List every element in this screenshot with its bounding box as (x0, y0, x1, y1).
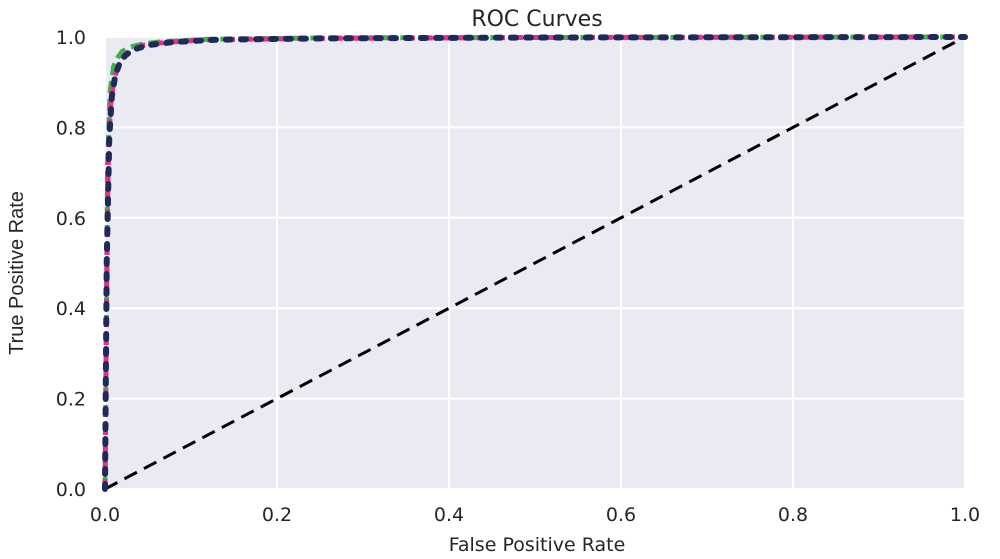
y-tick-label: 0.2 (56, 389, 86, 411)
x-tick-label: 0.8 (778, 504, 808, 526)
y-tick-label: 0.8 (56, 117, 86, 139)
y-tick-label: 0.0 (56, 479, 86, 501)
grid (104, 36, 966, 490)
y-tick-labels: 0.0 0.2 0.4 0.6 0.8 1.0 (56, 27, 86, 501)
x-tick-label: 0.0 (90, 504, 120, 526)
x-axis-label: False Positive Rate (449, 534, 626, 556)
x-tick-label: 0.2 (262, 504, 292, 526)
y-tick-label: 0.4 (56, 298, 86, 320)
x-tick-label: 0.4 (434, 504, 464, 526)
y-tick-label: 0.6 (56, 208, 86, 230)
x-tick-label: 0.6 (606, 504, 636, 526)
chart-title: ROC Curves (471, 7, 602, 32)
series-group (102, 34, 968, 492)
x-tick-labels: 0.0 0.2 0.4 0.6 0.8 1.0 (90, 504, 980, 526)
y-axis-label: True Positive Rate (6, 191, 28, 355)
chance-line-line (104, 35, 966, 491)
x-tick-label: 1.0 (950, 504, 980, 526)
navy-curve-line (102, 34, 968, 492)
y-tick-label: 1.0 (56, 27, 86, 49)
